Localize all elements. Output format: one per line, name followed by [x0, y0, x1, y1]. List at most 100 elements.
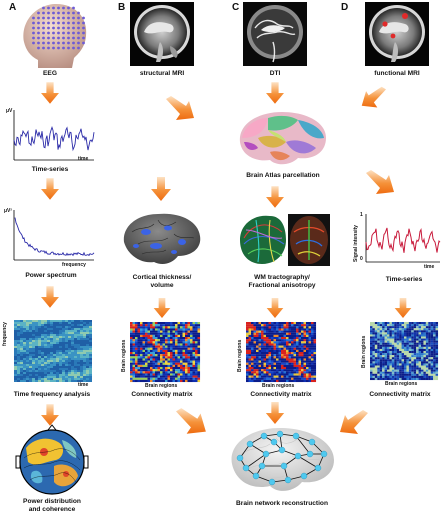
network-node: [306, 450, 314, 458]
electrode-dot: [32, 31, 35, 35]
arrow-dti-to-atlas: [266, 82, 284, 104]
power-spectrum-xlabel: frequency: [62, 262, 86, 268]
electrode-dot: [42, 16, 45, 20]
functional-mri-label: functional MRI: [374, 70, 420, 77]
smri-matrix-ylabel: Brain regions: [121, 339, 127, 372]
electrode-dot: [37, 11, 40, 15]
network-caption: Brain network reconstruction: [236, 500, 328, 507]
network-node: [292, 432, 300, 440]
electrode-dot: [62, 26, 65, 30]
electrode-dot: [42, 11, 45, 15]
electrode-dot: [77, 46, 80, 50]
network-node: [276, 430, 284, 438]
power-spectrum-plot: [13, 210, 95, 261]
electrode-dot: [72, 16, 75, 20]
electrode-dot: [37, 16, 40, 20]
electrode-dot: [47, 6, 50, 10]
functional-mri-image: [365, 2, 429, 66]
electrode-dot: [52, 26, 55, 30]
electrode-dot: [52, 31, 55, 35]
topo-caption-line2: and coherence: [28, 505, 76, 513]
electrode-dot: [57, 31, 60, 35]
electrode-dot: [62, 46, 65, 50]
smri-connectivity-matrix: [130, 322, 201, 383]
dti-image: [243, 2, 307, 66]
electrode-dot: [42, 41, 45, 45]
network-node: [262, 450, 270, 458]
arrow-fmri-to-timeseries: [366, 170, 394, 194]
eeg-topographic-map: [15, 424, 89, 495]
eeg-timeseries-ylabel: μV: [6, 108, 13, 114]
electrode-dot: [67, 21, 70, 25]
arrow-smri-matrix-to-network: [176, 408, 206, 434]
tfa-heatmap: [14, 320, 92, 382]
electrode-dot: [72, 46, 75, 50]
electrode-dot: [47, 36, 50, 40]
electrode-dot: [72, 41, 75, 45]
tractography-image: [240, 214, 330, 266]
network-node: [320, 450, 328, 458]
structural-mri-image: [130, 2, 194, 66]
electrode-dot: [67, 26, 70, 30]
electrode-dot: [77, 31, 80, 35]
electrode-dot: [57, 41, 60, 45]
electrode-dot: [32, 16, 35, 20]
network-node: [252, 472, 260, 480]
electrode-dot: [77, 36, 80, 40]
network-node: [242, 464, 250, 472]
tfa-caption: Time frequency analysis: [13, 391, 91, 398]
fmri-matrix-caption: Connectivity matrix: [369, 391, 431, 398]
dti-matrix-caption: Connectivity matrix: [250, 391, 312, 398]
arrow-dti-matrix-to-network: [265, 402, 285, 424]
cortical-surface-image: [123, 213, 201, 264]
arrow-timeseries-to-power: [41, 178, 59, 200]
network-node: [308, 438, 316, 446]
electrode-dot: [57, 16, 60, 20]
electrode-dot: [52, 11, 55, 15]
electrode-dot: [57, 21, 60, 25]
electrode-dot: [32, 21, 35, 25]
structural-mri-label: structural MRI: [139, 70, 185, 77]
electrode-dot: [57, 36, 60, 40]
arrow-eeg-to-timeseries: [41, 82, 59, 104]
electrode-dot: [47, 21, 50, 25]
fmri-timeseries-ylabel: Signal intensity: [353, 225, 359, 262]
eeg-head-image: [23, 4, 87, 68]
electrode-dot: [62, 41, 65, 45]
electrode-dot: [62, 31, 65, 35]
fmri-ytick-bottom: 0: [360, 256, 363, 262]
cortical-caption-line1: Cortical thickness/: [132, 274, 192, 281]
electrode-dot: [82, 36, 85, 40]
electrode-dot: [42, 36, 45, 40]
eeg-label: EEG: [43, 70, 57, 77]
electrode-dot: [52, 21, 55, 25]
electrode-dot: [77, 16, 80, 20]
electrode-dot: [42, 31, 45, 35]
network-node: [258, 462, 266, 470]
electrode-dot: [62, 16, 65, 20]
electrode-dot: [47, 26, 50, 30]
electrode-dot: [37, 41, 40, 45]
arrow-smri-cortical-in: [151, 177, 171, 201]
network-node: [284, 476, 292, 484]
fmri-timeseries-caption: Time-series: [385, 276, 423, 283]
network-node: [314, 464, 322, 472]
arrow-cortical-to-matrix: [153, 298, 171, 318]
network-node: [270, 438, 278, 446]
network-node: [278, 446, 286, 454]
eeg-timeseries-xlabel: time: [78, 156, 89, 162]
panel-letter-c: C: [232, 2, 240, 13]
network-node: [268, 478, 276, 486]
electrode-dot: [37, 46, 40, 50]
electrode-dot: [42, 21, 45, 25]
electrode-dot: [32, 26, 35, 30]
tfa-xlabel: time: [78, 382, 89, 388]
fmri-timeseries-plot: [365, 214, 441, 263]
electrode-dot: [52, 36, 55, 40]
electrode-dot: [37, 36, 40, 40]
electrode-dot: [72, 6, 75, 10]
electrode-dot: [67, 11, 70, 15]
electrode-dot: [37, 31, 40, 35]
dti-matrix-xlabel: Brain regions: [262, 383, 295, 389]
power-spectrum-ylabel: μV²: [4, 208, 13, 214]
